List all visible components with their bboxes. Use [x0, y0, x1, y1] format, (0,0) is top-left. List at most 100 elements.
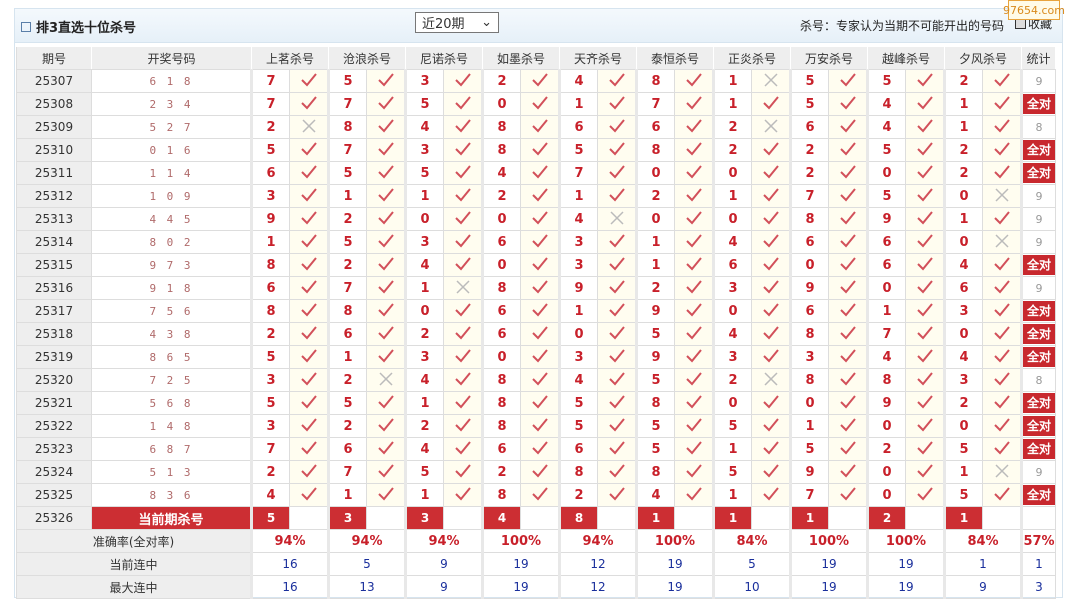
table-row: 25319 8 6 5 5 1 3 0 3 9 3 3 4 4 全对: [16, 345, 1056, 369]
check-icon: [289, 345, 329, 369]
draw-number-cell: 8 0 2: [91, 230, 252, 254]
stat-value: 全对: [1023, 416, 1055, 436]
period-select[interactable]: 近20期 ⌄: [415, 12, 499, 33]
current-kill-number: 5: [250, 506, 290, 530]
kill-number-cell: 1: [404, 184, 444, 208]
check-icon: [520, 230, 560, 254]
check-icon: [905, 345, 945, 369]
check-icon: [289, 322, 329, 346]
summary-value: 94%: [250, 529, 329, 553]
kill-number-cell: 8: [481, 483, 521, 507]
kill-number-cell: 2: [327, 414, 367, 438]
kill-number-panel: 排3直选十位杀号 近20期 ⌄ 杀号：专家认为当期不可能开出的号码 收藏 期号 开奖…: [14, 8, 1063, 599]
kill-number-cell: 3: [558, 230, 598, 254]
check-icon: [443, 184, 483, 208]
title-text: 排3直选十位杀号: [36, 21, 137, 36]
check-icon: [905, 69, 945, 93]
table-row: 25310 0 1 6 5 7 3 8 5 8 2 2 5 2 全对: [16, 138, 1056, 162]
check-icon: [597, 437, 637, 461]
check-icon: [443, 69, 483, 93]
kill-number-cell: 4: [404, 437, 444, 461]
current-issue: 25326: [16, 506, 92, 530]
summary-value: 19: [866, 575, 945, 599]
header-expert: 天齐杀号: [559, 46, 637, 70]
check-icon: [982, 161, 1022, 185]
check-icon: [982, 207, 1022, 231]
stat-cell: 全对: [1020, 161, 1056, 185]
draw-number-cell: 1 4 8: [91, 414, 252, 438]
check-icon: [828, 368, 868, 392]
empty-cell: [828, 506, 868, 530]
check-icon: [751, 460, 791, 484]
check-icon: [520, 414, 560, 438]
check-icon: [982, 276, 1022, 300]
kill-number-cell: 2: [558, 483, 598, 507]
cross-icon: [751, 69, 791, 93]
summary-value: 16: [250, 575, 329, 599]
check-icon: [982, 253, 1022, 277]
stat-value: 9: [1035, 212, 1043, 226]
kill-number-cell: 8: [635, 138, 675, 162]
check-icon: [366, 299, 406, 323]
check-icon: [597, 368, 637, 392]
stat-value: 全对: [1023, 94, 1055, 114]
check-icon: [751, 92, 791, 116]
check-icon: [443, 92, 483, 116]
draw-number-cell: 5 2 7: [91, 115, 252, 139]
check-icon: [982, 391, 1022, 415]
issue-cell: 25323: [16, 437, 92, 461]
stat-value: 全对: [1023, 163, 1055, 183]
check-icon: [674, 276, 714, 300]
check-icon: [597, 253, 637, 277]
check-icon: [366, 391, 406, 415]
kill-number-cell: 1: [404, 391, 444, 415]
cross-icon: [982, 460, 1022, 484]
summary-value: 9: [943, 575, 1022, 599]
check-icon: [674, 322, 714, 346]
check-icon: [905, 253, 945, 277]
stat-value: 9: [1035, 235, 1043, 249]
kill-number-cell: 5: [712, 460, 752, 484]
check-icon: [289, 69, 329, 93]
kill-number-cell: 2: [635, 184, 675, 208]
check-icon: [597, 460, 637, 484]
kill-number-cell: 8: [789, 368, 829, 392]
kill-number-cell: 2: [481, 184, 521, 208]
summary-value: 19: [789, 575, 868, 599]
check-icon: [674, 368, 714, 392]
summary-value: 19: [866, 552, 945, 576]
square-icon: [21, 21, 31, 32]
kill-number-cell: 1: [712, 92, 752, 116]
kill-number-cell: 8: [327, 115, 367, 139]
kill-number-cell: 5: [404, 460, 444, 484]
check-icon: [366, 414, 406, 438]
summary-value: 94%: [404, 529, 483, 553]
draw-number-cell: 8 6 5: [91, 345, 252, 369]
current-kill-number: 8: [558, 506, 598, 530]
check-icon: [597, 69, 637, 93]
check-icon: [289, 299, 329, 323]
check-icon: [751, 414, 791, 438]
check-icon: [443, 230, 483, 254]
check-icon: [828, 460, 868, 484]
kill-number-cell: 0: [481, 207, 521, 231]
kill-number-cell: 5: [866, 184, 906, 208]
header-expert: 夕风杀号: [944, 46, 1022, 70]
check-icon: [597, 276, 637, 300]
current-kill-number: 1: [943, 506, 983, 530]
summary-value: 10: [712, 575, 791, 599]
kill-number-cell: 0: [481, 92, 521, 116]
header-stat: 统计: [1021, 46, 1056, 70]
current-label: 当前期杀号: [91, 506, 252, 530]
check-icon: [366, 161, 406, 185]
stat-value: 8: [1035, 120, 1043, 134]
kill-number-cell: 6: [327, 437, 367, 461]
check-icon: [751, 230, 791, 254]
kill-number-cell: 0: [712, 391, 752, 415]
empty-cell: [443, 506, 483, 530]
kill-number-cell: 5: [250, 345, 290, 369]
kill-number-cell: 0: [481, 345, 521, 369]
kill-number-cell: 1: [866, 299, 906, 323]
kill-number-cell: 5: [789, 69, 829, 93]
